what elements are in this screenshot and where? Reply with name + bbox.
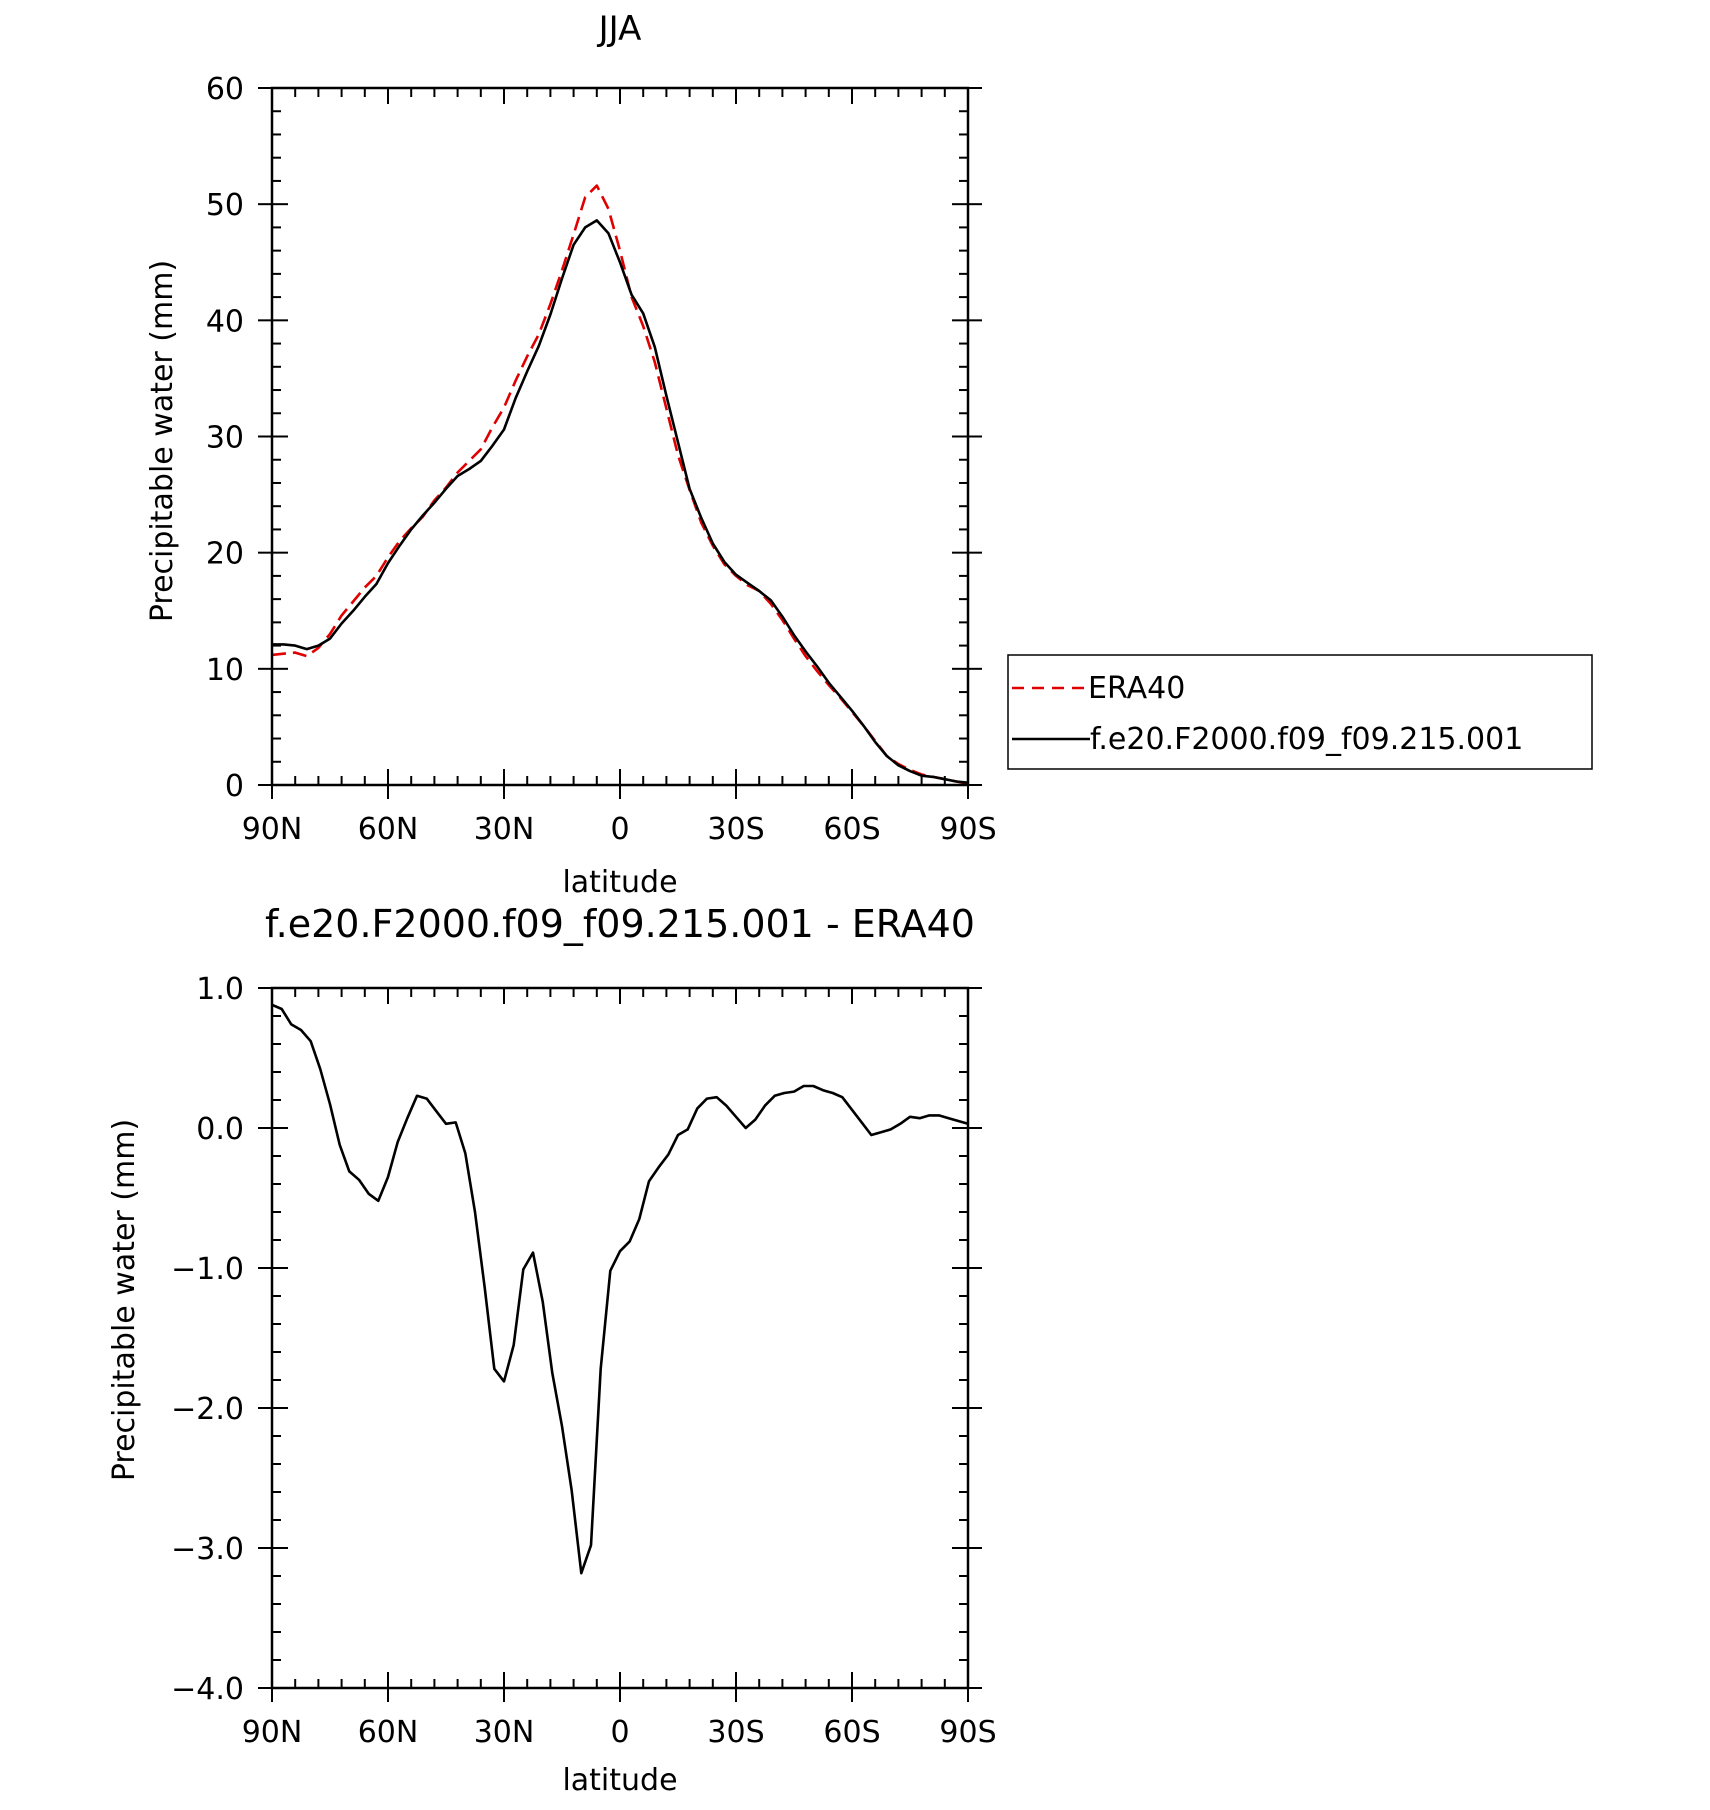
legend-label-model: f.e20.F2000.f09_f09.215.001 xyxy=(1090,722,1523,757)
bottom-panel-y-tick-label: 1.0 xyxy=(196,972,244,1007)
bottom-panel-x-tick-label: 30N xyxy=(474,1715,535,1750)
top-panel-x-tick-label: 60N xyxy=(358,812,419,847)
top-panel-plot-frame xyxy=(270,86,970,787)
legend: ERA40 f.e20.F2000.f09_f09.215.001 xyxy=(1007,654,1593,770)
bottom-panel-x-tick-label: 30S xyxy=(707,1715,764,1750)
top-panel-x-tick-label: 90N xyxy=(242,812,303,847)
bottom-panel-x-tick-label: 0 xyxy=(610,1715,629,1750)
top-panel-x-axis-label: latitude xyxy=(562,865,677,900)
top-panel: JJA Precipitable water (mm) latitude 0 10… xyxy=(145,9,997,900)
bottom-panel-y-tick-label: −2.0 xyxy=(171,1392,244,1427)
top-panel-series-1 xyxy=(272,219,969,784)
top-panel-y-tick-label: 30 xyxy=(206,421,244,456)
bottom-panel: f.e20.F2000.f09_f09.215.001 - ERA40 Prec… xyxy=(107,902,997,1798)
top-panel-y-tick-label: 40 xyxy=(206,304,244,339)
bottom-panel-y-tick-label: 0.0 xyxy=(196,1112,244,1147)
top-panel-series-0 xyxy=(271,184,969,786)
bottom-panel-y-tick-label: −4.0 xyxy=(171,1672,244,1707)
bottom-panel-title: f.e20.F2000.f09_f09.215.001 - ERA40 xyxy=(265,902,975,946)
top-panel-y-tick-label: 0 xyxy=(225,769,244,804)
top-panel-title: JJA xyxy=(597,9,642,49)
top-panel-y-tick-label: 60 xyxy=(206,72,244,107)
top-panel-x-tick-label: 90S xyxy=(939,812,996,847)
bottom-panel-series-0 xyxy=(271,1003,969,1575)
bottom-panel-x-tick-label: 90N xyxy=(242,1715,303,1750)
legend-label-era40: ERA40 xyxy=(1088,671,1185,706)
bottom-panel-plot-frame xyxy=(270,986,970,1690)
top-panel-x-tick-label: 0 xyxy=(610,812,629,847)
bottom-panel-x-axis-label: latitude xyxy=(562,1763,677,1798)
top-panel-y-tick-label: 10 xyxy=(206,653,244,688)
bottom-panel-y-axis-label: Precipitable water (mm) xyxy=(107,1119,142,1481)
bottom-panel-x-tick-label: 60N xyxy=(358,1715,419,1750)
top-panel-x-tick-label: 30S xyxy=(707,812,764,847)
top-panel-y-tick-label: 50 xyxy=(206,188,244,223)
top-panel-y-axis-label: Precipitable water (mm) xyxy=(145,260,180,622)
top-panel-y-tick-label: 20 xyxy=(206,537,244,572)
bottom-panel-x-tick-label: 60S xyxy=(823,1715,880,1750)
bottom-panel-y-tick-label: −1.0 xyxy=(171,1252,244,1287)
bottom-panel-x-tick-label: 90S xyxy=(939,1715,996,1750)
bottom-panel-y-tick-label: −3.0 xyxy=(171,1532,244,1567)
top-panel-x-tick-label: 60S xyxy=(823,812,880,847)
top-panel-x-tick-label: 30N xyxy=(474,812,535,847)
legend-box xyxy=(1007,654,1593,770)
